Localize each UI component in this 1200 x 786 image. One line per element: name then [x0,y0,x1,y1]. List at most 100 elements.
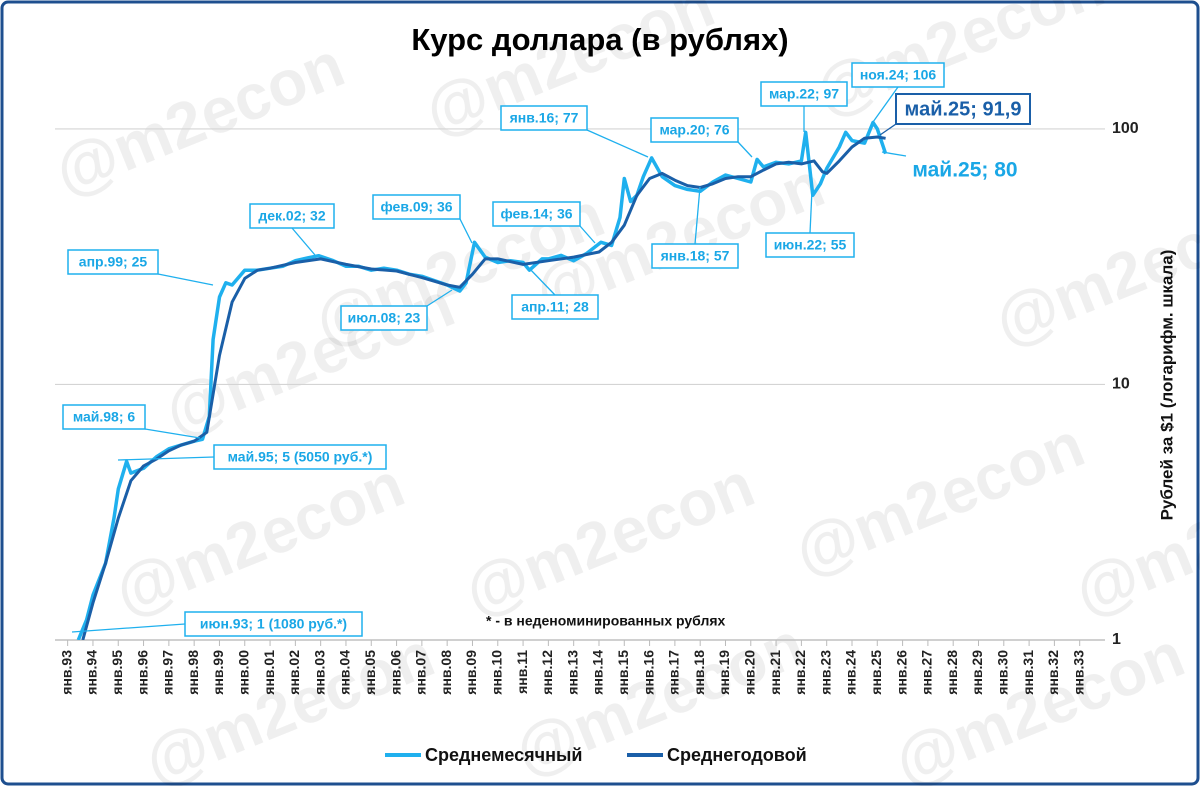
annotation-pointer [144,428,201,439]
annotation-box [511,294,599,320]
x-tick-label: янв.03 [311,650,327,695]
annotation-box [62,404,146,430]
annotation: апр.99; 25 [79,254,148,270]
x-tick-label: янв.33 [1070,650,1086,695]
annotation-box [500,105,588,131]
legend-label: Среднемесячный [425,745,582,765]
x-tick-label: янв.29 [969,650,985,695]
annotation: июн.22; 55 [774,237,847,253]
x-tick-label: янв.98 [185,650,201,695]
annotation-pointer [879,123,897,136]
legend-label: Среднегодовой [667,745,807,765]
chart-title: Курс доллара (в рублях) [411,22,788,57]
y-tick-label: 10 [1112,376,1130,393]
annotation: янв.18; 57 [661,248,730,264]
annotation-pointer [426,289,453,307]
x-tick-label: янв.25 [868,650,884,695]
x-tick-label: янв.23 [817,650,833,695]
x-tick-label: янв.06 [387,650,403,695]
x-tick-label: янв.97 [160,650,176,695]
annotation-box [372,194,461,220]
annotation-box [650,117,739,143]
annotation-pointer [117,456,215,461]
x-tick-label: янв.02 [286,650,302,695]
x-tick-label: янв.28 [944,650,960,695]
x-tick-label: янв.32 [1045,650,1061,695]
annotation: фев.14; 36 [500,206,572,222]
x-tick-label: янв.31 [1020,650,1036,695]
x-tick-label: янв.93 [58,650,74,695]
x-tick-label: янв.16 [640,650,656,695]
x-tick-label: янв.00 [235,650,251,695]
annotation-box [851,62,945,88]
annotation-box [492,201,581,227]
annotation: май.95; 5 (5050 руб.*) [228,449,373,465]
x-tick-label: янв.07 [413,650,429,695]
annotation: мар.22; 97 [769,86,839,102]
annotation-pointer [694,186,701,245]
x-tick-label: янв.21 [767,650,783,695]
x-tick-label: янв.17 [666,650,682,695]
annotation-box [249,203,335,229]
x-tick-label: янв.09 [463,650,479,695]
x-tick-label: янв.13 [564,650,580,695]
annotation-box [765,232,855,258]
annotation: янв.16; 77 [510,110,579,126]
y-tick-label: 100 [1112,120,1139,137]
footnote: * - в неденоминированных рублях [486,613,726,629]
annotation-box [213,444,387,470]
annotation: ноя.24; 106 [860,67,937,83]
series-line [81,135,886,640]
annotation: фев.09; 36 [380,199,452,215]
x-tick-label: янв.20 [741,650,757,695]
annotation-pointer [71,623,186,633]
annotation-box [760,81,848,107]
x-tick-label: янв.30 [994,650,1010,695]
annotation: май.98; 6 [73,409,136,425]
x-tick-label: янв.12 [539,650,555,695]
y-axis-label: Рублей за $1 (логарифм. шкала) [1157,250,1176,521]
x-tick-label: янв.19 [716,650,732,695]
x-tick-label: янв.22 [792,650,808,695]
annotation-pointer [291,227,316,256]
x-tick-label: янв.24 [843,650,859,695]
annotation: май.25; 80 [912,159,1017,182]
x-tick-label: янв.27 [919,650,935,695]
series-line [76,120,888,640]
annotation-pointer [737,141,753,158]
annotation-pointer [586,129,649,158]
annotation-pointer [872,86,899,123]
annotation-pointer [157,273,214,286]
annotation-box [184,611,363,637]
annotation-box [895,93,1031,125]
x-tick-label: янв.99 [210,650,226,695]
x-tick-label: янв.08 [438,650,454,695]
annotation-box [651,243,739,269]
annotation-pointer [459,218,473,244]
x-tick-label: янв.26 [893,650,909,695]
annotation-pointer [881,151,907,157]
annotation: апр.11; 28 [521,299,589,315]
annotation-box [340,305,428,331]
y-tick-label: 1 [1112,631,1121,648]
annotation: мар.20; 76 [659,122,729,138]
annotation-box [67,249,159,275]
x-tick-label: янв.96 [134,650,150,695]
annotation-pointer [579,225,596,244]
x-tick-label: янв.14 [590,650,606,695]
x-tick-label: янв.95 [109,650,125,695]
x-tick-label: янв.11 [514,650,530,694]
x-tick-label: янв.10 [488,650,504,695]
x-tick-label: янв.05 [362,650,378,695]
x-tick-label: янв.01 [261,650,277,695]
x-tick-label: янв.94 [84,650,100,695]
x-tick-label: янв.04 [337,650,353,695]
x-tick-label: янв.18 [691,650,707,695]
x-tick-label: янв.15 [615,650,631,695]
annotation-pointer [809,189,813,234]
annotation: май.25; 91,9 [905,98,1022,120]
annotation: июн.93; 1 (1080 руб.*) [200,616,347,632]
annotation: июл.08; 23 [348,310,421,326]
